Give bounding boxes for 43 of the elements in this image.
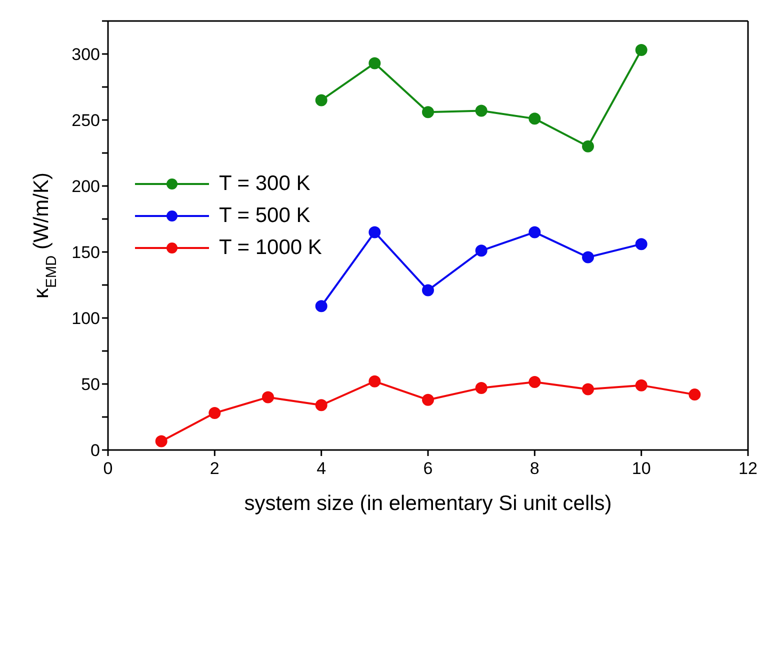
- x-axis-title: system size (in elementary Si unit cells): [244, 492, 612, 515]
- point: [475, 244, 488, 257]
- point: [262, 391, 274, 404]
- point: [208, 407, 221, 420]
- point: [155, 435, 168, 448]
- x-tick-label: 8: [530, 459, 540, 478]
- point: [422, 284, 434, 296]
- legend-label: T = 300 K: [219, 172, 310, 196]
- point: [528, 226, 541, 238]
- point: [528, 376, 541, 388]
- point: [368, 375, 381, 388]
- point: [475, 382, 488, 394]
- y-tick-label: 300: [72, 45, 100, 64]
- point: [315, 300, 328, 312]
- point: [635, 238, 648, 250]
- x-tick-label: 10: [632, 459, 651, 478]
- point: [582, 251, 594, 264]
- point: [422, 394, 434, 406]
- y-tick-label: 150: [72, 243, 100, 262]
- y-tick-label: 200: [72, 177, 100, 196]
- x-tick-label: 12: [738, 459, 758, 478]
- legend-label: T = 500 K: [219, 204, 310, 228]
- legend-label: T = 1000 K: [219, 236, 322, 260]
- point: [475, 104, 488, 117]
- point: [528, 112, 541, 125]
- point: [688, 388, 701, 401]
- x-tick-label: 4: [316, 459, 326, 478]
- point: [422, 106, 434, 118]
- point: [368, 226, 381, 238]
- x-tick-label: 2: [210, 459, 220, 478]
- point: [315, 399, 328, 412]
- point: [582, 383, 594, 396]
- y-tick-label: 50: [81, 375, 100, 394]
- y-tick-label: 250: [72, 111, 100, 130]
- point: [635, 379, 648, 392]
- point: [315, 94, 328, 106]
- y-tick-label: 100: [72, 309, 100, 328]
- point: [635, 44, 648, 56]
- point: [582, 140, 594, 152]
- point: [368, 57, 381, 70]
- x-tick-label: 6: [423, 459, 433, 478]
- y-tick-label: 0: [90, 441, 100, 460]
- x-tick-label: 0: [103, 459, 113, 478]
